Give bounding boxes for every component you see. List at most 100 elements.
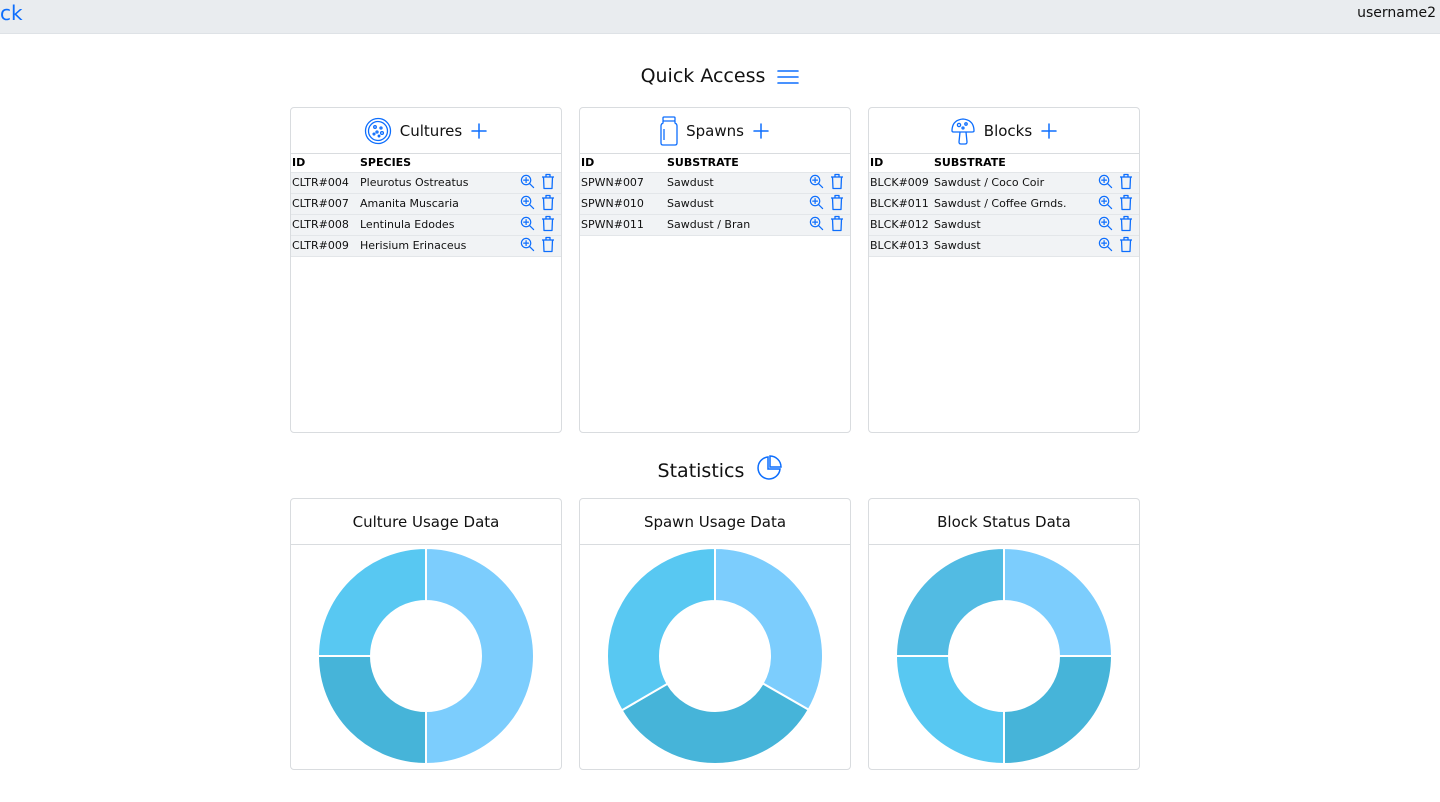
- zoom-in-icon[interactable]: [520, 174, 535, 192]
- zoom-in-icon[interactable]: [520, 216, 535, 234]
- donut-slice-2[interactable]: [606, 546, 716, 712]
- donut-slice-1[interactable]: [620, 682, 811, 765]
- culture-id: CLTR#004: [292, 176, 349, 189]
- trash-icon[interactable]: [541, 215, 555, 235]
- block-status-card-header: Block Status Data: [869, 499, 1139, 545]
- spawn-usage-title: Spawn Usage Data: [643, 512, 787, 531]
- statistics-title: Statistics: [657, 460, 745, 482]
- zoom-in-icon[interactable]: [809, 174, 824, 192]
- add-culture-plus-icon[interactable]: [470, 122, 488, 140]
- culture-usage-card-header: Culture Usage Data: [291, 499, 561, 545]
- trash-icon[interactable]: [830, 194, 844, 214]
- culture-species: Herisium Erinaceus: [360, 239, 467, 252]
- cultures-table: ID SPECIES CLTR#004 Pleurotus Ostreatus …: [291, 154, 561, 257]
- spawn-substrate: Sawdust: [667, 197, 714, 210]
- zoom-in-icon[interactable]: [520, 237, 535, 255]
- brand-link[interactable]: ck: [0, 1, 23, 25]
- culture-species: Pleurotus Ostreatus: [360, 176, 469, 189]
- quick-access-heading: Quick Access: [0, 64, 1440, 92]
- blocks-card: Blocks ID SUBSTRATE BLCK#009 Sawdust / C…: [868, 107, 1140, 433]
- donut-slice-1[interactable]: [1003, 655, 1114, 766]
- zoom-in-icon[interactable]: [1098, 216, 1113, 234]
- blocks-card-title: Blocks: [983, 121, 1033, 140]
- donut-slice-1[interactable]: [316, 655, 427, 766]
- zoom-in-icon[interactable]: [809, 195, 824, 213]
- cultures-card-header: Cultures: [291, 108, 561, 154]
- username-label[interactable]: username2: [1357, 5, 1436, 21]
- blocks-card-header: Blocks: [869, 108, 1139, 154]
- culture-usage-donut-chart: [291, 545, 561, 769]
- jar-icon: [660, 115, 678, 146]
- culture-id: CLTR#008: [292, 218, 349, 231]
- spawn-id: SPWN#011: [581, 218, 644, 231]
- trash-icon[interactable]: [541, 194, 555, 214]
- hamburger-icon[interactable]: [777, 68, 800, 92]
- column-header-id: ID: [292, 156, 306, 170]
- block-id: BLCK#011: [870, 197, 929, 210]
- table-header-row: ID SUBSTRATE: [869, 154, 1139, 172]
- spawns-card: Spawns ID SUBSTRATE SPWN#007 Sawdust SPW…: [579, 107, 851, 433]
- block-substrate: Sawdust / Coffee Grnds.: [934, 197, 1067, 210]
- donut-slice-0[interactable]: [1003, 546, 1114, 657]
- table-row: SPWN#007 Sawdust: [580, 172, 850, 193]
- table-row: SPWN#010 Sawdust: [580, 193, 850, 214]
- blocks-table: ID SUBSTRATE BLCK#009 Sawdust / Coco Coi…: [869, 154, 1139, 257]
- trash-icon[interactable]: [830, 173, 844, 193]
- culture-species: Lentinula Edodes: [360, 218, 455, 231]
- donut-slice-2[interactable]: [316, 546, 427, 657]
- block-id: BLCK#012: [870, 218, 929, 231]
- zoom-in-icon[interactable]: [1098, 237, 1113, 255]
- culture-usage-card: Culture Usage Data: [290, 498, 562, 770]
- spawn-usage-card: Spawn Usage Data: [579, 498, 851, 770]
- trash-icon[interactable]: [1119, 173, 1133, 193]
- spawn-substrate: Sawdust / Bran: [667, 218, 751, 231]
- petri-dish-icon: [364, 117, 392, 145]
- spawns-table: ID SUBSTRATE SPWN#007 Sawdust SPWN#010 S…: [580, 154, 850, 236]
- cultures-card-title: Cultures: [399, 121, 463, 140]
- spawn-id: SPWN#010: [581, 197, 644, 210]
- mushroom-icon: [950, 117, 976, 145]
- spawn-id: SPWN#007: [581, 176, 644, 189]
- block-status-card: Block Status Data: [868, 498, 1140, 770]
- table-row: BLCK#009 Sawdust / Coco Coir: [869, 172, 1139, 193]
- trash-icon[interactable]: [1119, 215, 1133, 235]
- table-row: CLTR#007 Amanita Muscaria: [291, 193, 561, 214]
- block-id: BLCK#009: [870, 176, 929, 189]
- zoom-in-icon[interactable]: [1098, 195, 1113, 213]
- culture-id: CLTR#007: [292, 197, 349, 210]
- donut-slice-0[interactable]: [714, 546, 824, 712]
- column-header-species: SPECIES: [360, 156, 412, 170]
- table-row: CLTR#009 Herisium Erinaceus: [291, 235, 561, 256]
- table-row: BLCK#012 Sawdust: [869, 214, 1139, 235]
- table-row: CLTR#004 Pleurotus Ostreatus: [291, 172, 561, 193]
- column-header-substrate: SUBSTRATE: [667, 156, 739, 170]
- top-navbar: ck username2: [0, 0, 1440, 34]
- table-row: BLCK#013 Sawdust: [869, 235, 1139, 256]
- donut-slice-3[interactable]: [894, 546, 1005, 657]
- table-row: SPWN#011 Sawdust / Bran: [580, 214, 850, 235]
- block-substrate: Sawdust: [934, 239, 981, 252]
- block-status-donut-chart: [869, 545, 1139, 769]
- trash-icon[interactable]: [1119, 236, 1133, 256]
- trash-icon[interactable]: [1119, 194, 1133, 214]
- spawn-usage-card-header: Spawn Usage Data: [580, 499, 850, 545]
- trash-icon[interactable]: [541, 236, 555, 256]
- add-block-plus-icon[interactable]: [1040, 122, 1058, 140]
- quick-access-title: Quick Access: [640, 65, 766, 87]
- culture-id: CLTR#009: [292, 239, 349, 252]
- culture-species: Amanita Muscaria: [360, 197, 459, 210]
- block-id: BLCK#013: [870, 239, 929, 252]
- add-spawn-plus-icon[interactable]: [752, 122, 770, 140]
- zoom-in-icon[interactable]: [809, 216, 824, 234]
- zoom-in-icon[interactable]: [520, 195, 535, 213]
- column-header-substrate: SUBSTRATE: [934, 156, 1006, 170]
- table-header-row: ID SPECIES: [291, 154, 561, 172]
- trash-icon[interactable]: [541, 173, 555, 193]
- donut-slice-2[interactable]: [894, 655, 1005, 766]
- spawn-substrate: Sawdust: [667, 176, 714, 189]
- trash-icon[interactable]: [830, 215, 844, 235]
- table-header-row: ID SUBSTRATE: [580, 154, 850, 172]
- pie-chart-icon[interactable]: [756, 455, 783, 487]
- donut-slice-0[interactable]: [425, 546, 535, 766]
- zoom-in-icon[interactable]: [1098, 174, 1113, 192]
